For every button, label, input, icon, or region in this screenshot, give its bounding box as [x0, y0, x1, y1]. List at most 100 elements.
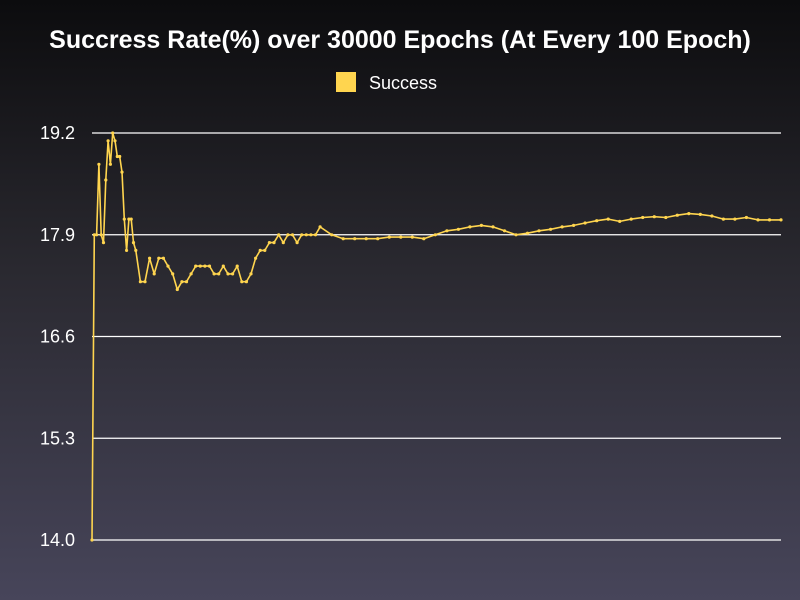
data-point: [143, 280, 147, 284]
data-point: [161, 256, 165, 260]
data-point: [618, 219, 622, 223]
data-point: [433, 233, 437, 237]
data-point: [277, 233, 281, 237]
data-point: [410, 235, 414, 239]
data-point: [115, 154, 119, 159]
data-point: [675, 213, 679, 217]
data-point: [171, 272, 175, 276]
series-success: [90, 131, 783, 542]
data-point: [111, 131, 115, 135]
y-tick-label: 16.6: [40, 327, 75, 347]
data-point: [445, 229, 449, 233]
data-point: [267, 241, 271, 245]
data-point: [629, 217, 633, 221]
data-point: [537, 229, 541, 233]
data-point: [572, 223, 576, 227]
data-point: [664, 215, 668, 220]
data-point: [756, 218, 760, 222]
data-point: [290, 233, 295, 237]
data-point: [108, 162, 112, 166]
data-point: [235, 264, 239, 268]
data-point: [166, 264, 170, 268]
data-point: [560, 225, 564, 229]
data-point: [129, 217, 133, 221]
data-point: [134, 248, 138, 252]
legend-label: Success: [369, 73, 437, 93]
data-point: [90, 538, 94, 542]
data-point: [376, 237, 380, 241]
data-point: [606, 217, 610, 221]
data-point: [641, 215, 645, 220]
y-axis-ticks: 14.0 15.3 16.6 17.9 19.2: [40, 123, 75, 550]
data-point: [304, 233, 308, 237]
data-point: [92, 233, 96, 237]
data-point: [240, 280, 244, 284]
y-tick-label: 14.0: [40, 530, 75, 550]
data-point: [733, 217, 737, 221]
data-point: [779, 218, 783, 222]
data-point: [286, 233, 290, 237]
data-point: [583, 221, 587, 225]
data-point: [353, 237, 357, 241]
data-point: [502, 229, 507, 233]
data-point: [525, 231, 530, 235]
chart-title: Succress Rate(%) over 30000 Epochs (At E…: [49, 26, 751, 54]
data-point: [138, 280, 142, 284]
data-point: [744, 215, 749, 220]
data-point: [514, 233, 518, 237]
data-point: [254, 256, 258, 260]
data-point: [131, 241, 136, 245]
data-point: [244, 280, 248, 284]
data-point: [148, 256, 152, 260]
data-point: [281, 241, 285, 245]
data-point: [595, 219, 599, 223]
data-point: [721, 217, 726, 221]
data-point: [217, 272, 221, 276]
data-point: [104, 178, 108, 182]
gridlines: [92, 132, 781, 541]
data-point: [295, 241, 299, 245]
data-point: [399, 235, 403, 239]
data-point: [710, 214, 714, 218]
data-point: [249, 272, 253, 276]
data-point: [300, 233, 304, 237]
data-point: [122, 217, 126, 221]
data-point: [157, 256, 161, 260]
data-point: [127, 217, 131, 221]
y-tick-label: 19.2: [40, 123, 75, 143]
data-point: [479, 223, 483, 227]
data-point: [258, 248, 262, 252]
data-point: [468, 225, 472, 229]
data-point: [118, 154, 122, 159]
data-point: [106, 139, 110, 143]
data-point: [125, 248, 129, 252]
data-point: [318, 225, 322, 229]
data-point: [184, 280, 189, 284]
data-point: [687, 212, 691, 216]
legend-swatch: [336, 72, 356, 92]
data-point: [212, 272, 216, 276]
data-point: [263, 248, 267, 252]
data-point: [207, 264, 212, 268]
data-point: [309, 233, 313, 237]
y-tick-label: 17.9: [40, 225, 75, 245]
data-point: [767, 218, 772, 222]
data-point: [175, 287, 179, 292]
data-point: [189, 272, 193, 276]
data-point: [313, 233, 318, 237]
y-tick-label: 15.3: [40, 428, 75, 448]
data-point: [113, 139, 117, 143]
data-point: [120, 170, 124, 174]
data-point: [422, 237, 426, 241]
data-point: [221, 264, 225, 268]
data-point: [387, 235, 391, 239]
data-point: [180, 280, 184, 284]
data-point: [698, 212, 702, 216]
data-point: [152, 272, 156, 276]
legend[interactable]: Success: [336, 72, 437, 93]
data-point: [272, 241, 276, 245]
data-point: [231, 272, 235, 276]
data-point: [341, 237, 345, 241]
data-point: [549, 227, 553, 231]
